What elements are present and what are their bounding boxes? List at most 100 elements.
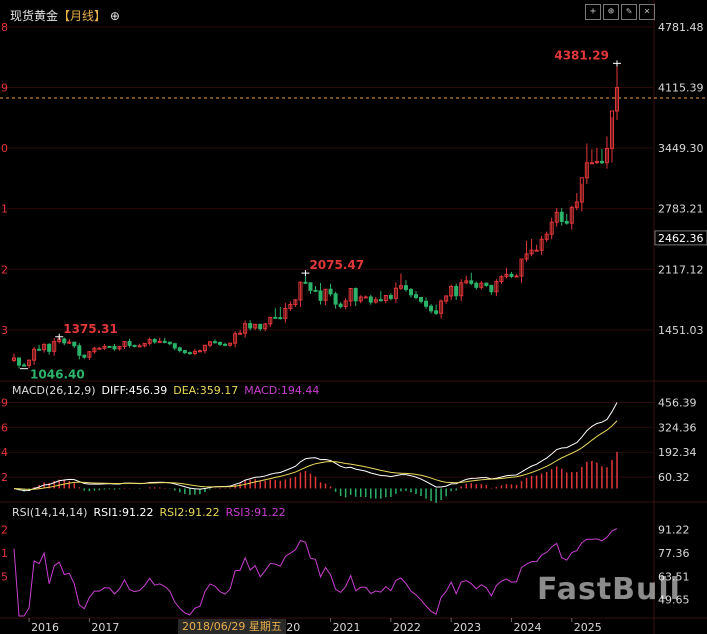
candle-body <box>92 347 97 353</box>
crosshair-date-tip: 2018/06/29 星期五 <box>178 619 286 634</box>
candle-body <box>474 282 479 288</box>
candle-body <box>499 276 504 282</box>
macd-tick-label: 192.34 <box>658 446 697 459</box>
candle-body <box>218 341 223 345</box>
candle-body <box>469 280 474 284</box>
candle-body <box>47 343 52 352</box>
price-tick-label: 1451.03 <box>658 324 704 337</box>
candle-body <box>604 147 609 164</box>
draw-icon[interactable]: ✎ <box>621 4 637 20</box>
candle-body <box>187 352 192 355</box>
crosshair-icon[interactable]: + <box>585 4 601 20</box>
candle-body <box>439 300 444 314</box>
zoom-in-icon[interactable]: ⊕ <box>109 9 120 23</box>
candle-body <box>544 233 549 240</box>
rsi-tick-label: 63.51 <box>658 570 690 583</box>
candle-body <box>398 285 403 289</box>
candle-body <box>268 316 273 325</box>
macd-legend: MACD(26,12,9) DIFF:456.39 DEA:359.17 MACD:1… <box>12 384 325 397</box>
high-annotation: 2075.47 <box>309 258 364 272</box>
candle-body <box>77 345 82 356</box>
candle-body <box>303 281 308 284</box>
candle-body <box>22 364 27 367</box>
year-label: 2025 <box>574 621 602 634</box>
candle-body <box>167 341 172 345</box>
candle-body <box>343 300 348 308</box>
candle-body <box>197 350 202 353</box>
instrument-name: 现货黄金 <box>10 9 59 23</box>
candle-body <box>117 345 122 350</box>
candle-body <box>238 332 243 335</box>
candle-body <box>122 341 127 347</box>
price-tick-label: 3449.30 <box>658 142 704 155</box>
candle-body <box>429 305 434 312</box>
candle-body <box>373 299 378 303</box>
candle-body <box>358 296 363 302</box>
rsi-left-label: 5 <box>1 570 8 583</box>
rsi-left-label: 2 <box>1 524 8 537</box>
macd-tick-label: 324.36 <box>658 421 697 434</box>
high-annotation: 1375.31 <box>63 322 118 336</box>
candle-body <box>207 341 212 346</box>
candle-body <box>564 220 569 224</box>
candle-body <box>584 162 589 179</box>
zoom-in-icon[interactable]: ⊕ <box>603 4 619 20</box>
candle-body <box>283 308 288 319</box>
candle-body <box>27 359 32 366</box>
candle-body <box>137 345 142 348</box>
candle-body <box>228 342 233 346</box>
candle-body <box>353 287 358 302</box>
year-label: 2016 <box>31 621 59 634</box>
candle-body <box>82 354 87 358</box>
macd-left-label: 6 <box>1 421 8 434</box>
candle-body <box>549 221 554 235</box>
rsi-tick-label: 77.36 <box>658 547 690 560</box>
candle-body <box>202 344 207 352</box>
candle-body <box>32 348 37 361</box>
fastbull-watermark: FastBull <box>537 572 681 607</box>
year-label: 2022 <box>393 621 421 634</box>
candle-body <box>348 287 353 302</box>
macd-left-label: 4 <box>1 446 8 459</box>
year-label: 2023 <box>453 621 481 634</box>
macd-legend-macd: MACD:194.44 <box>244 384 320 397</box>
candle-body <box>102 345 107 349</box>
candle-body <box>318 290 323 301</box>
candle-body <box>127 341 132 346</box>
candle-body <box>273 316 278 319</box>
candle-body <box>233 333 238 344</box>
price-left-label: 0 <box>1 142 8 155</box>
low-annotation: 1046.40 <box>30 368 85 382</box>
candle-body <box>459 282 464 297</box>
macd-tick-label: 456.39 <box>658 396 697 409</box>
price-tick-label: 2117.12 <box>658 263 704 276</box>
rsi-legend-name: RSI(14,14,14) <box>12 506 88 519</box>
candle-body <box>484 282 489 286</box>
year-label: 2017 <box>91 621 119 634</box>
candle-body <box>313 289 318 292</box>
price-left-label: 2 <box>1 263 8 276</box>
candle-body <box>579 177 584 203</box>
candle-body <box>308 282 313 291</box>
candle-body <box>288 304 293 310</box>
macd-left-label: 9 <box>1 396 8 409</box>
year-label: 2024 <box>513 621 541 634</box>
candle-body <box>328 288 333 295</box>
macd-legend-dea: DEA:359.17 <box>173 384 239 397</box>
candle-body <box>212 341 218 344</box>
chart-title: 现货黄金【月线】 ⊕ <box>10 7 120 24</box>
period-label[interactable]: 【月线】 <box>58 9 107 23</box>
macd-left-label: 2 <box>1 471 8 484</box>
rsi-left-label: 1 <box>1 547 8 560</box>
rsi-legend-rsi2: RSI2:91.22 <box>159 506 220 519</box>
price-tick-label: 4781.48 <box>658 21 704 34</box>
candle-body <box>298 281 303 301</box>
candle-body <box>489 284 494 293</box>
price-left-label: 1 <box>1 203 8 216</box>
candle-body <box>504 273 509 278</box>
candle-body <box>87 351 92 358</box>
candle-body <box>479 282 484 288</box>
candle-body <box>17 357 22 366</box>
close-icon[interactable]: × <box>639 4 655 20</box>
